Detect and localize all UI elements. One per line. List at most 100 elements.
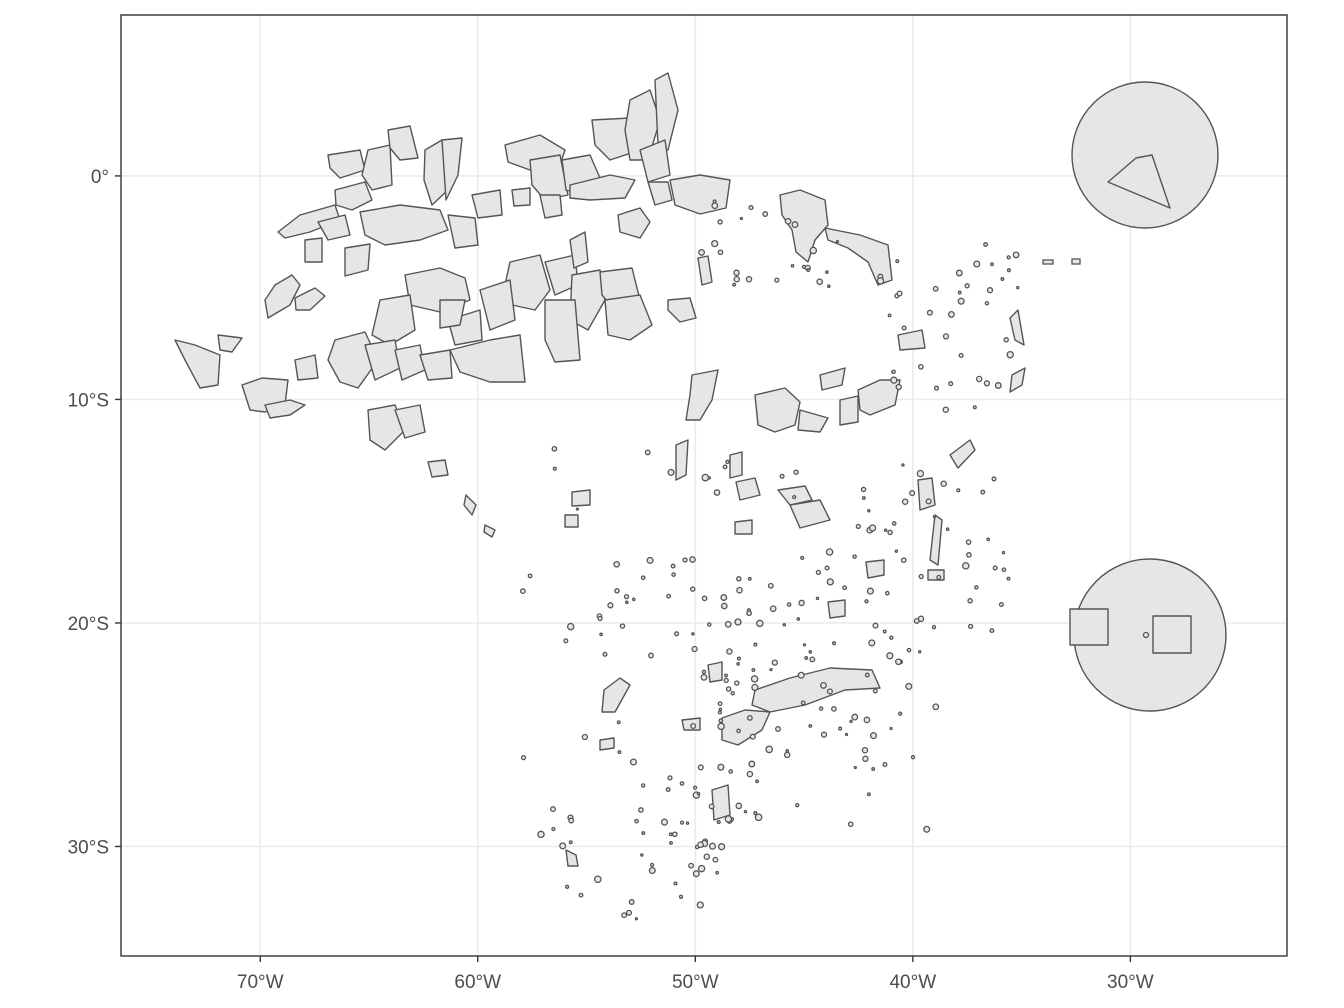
protected-area (789, 499, 831, 529)
x-tick-label: 40°W (889, 972, 936, 993)
small-protected-area (1006, 350, 1014, 359)
small-protected-area (964, 283, 970, 289)
small-protected-area (724, 815, 733, 823)
protected-area (294, 287, 326, 311)
small-protected-area (638, 807, 644, 813)
small-protected-area (551, 826, 556, 832)
small-protected-area (717, 701, 723, 707)
protected-area (1009, 367, 1026, 393)
protected-area (359, 204, 449, 246)
x-tick-label: 30°W (1107, 972, 1154, 993)
protected-area (423, 139, 449, 206)
small-protected-area (669, 840, 673, 845)
small-protected-area (668, 832, 673, 837)
small-protected-area (640, 575, 646, 581)
protected-area (1042, 259, 1054, 265)
small-protected-area (866, 587, 874, 595)
small-protected-area (707, 622, 712, 627)
small-protected-area (906, 647, 912, 653)
small-protected-area (983, 380, 991, 387)
small-protected-area (564, 884, 570, 889)
small-protected-area (900, 557, 907, 564)
small-protected-area (769, 667, 773, 672)
small-protected-area (724, 620, 732, 628)
small-protected-area (831, 706, 837, 712)
small-protected-area (703, 853, 711, 860)
small-protected-area (649, 862, 655, 868)
small-protected-area (967, 598, 973, 604)
small-protected-area (786, 602, 792, 607)
protected-area (344, 243, 371, 277)
small-protected-area (674, 631, 680, 637)
offshore-island-buffer (1071, 81, 1219, 229)
small-protected-area (688, 862, 695, 869)
small-protected-area (648, 652, 654, 659)
protected-area (264, 274, 301, 319)
small-protected-area (671, 831, 678, 838)
small-protected-area (844, 732, 849, 737)
small-protected-area (966, 552, 972, 558)
small-protected-area (720, 594, 728, 601)
protected-area (327, 149, 366, 179)
small-protected-areas (519, 199, 1020, 921)
small-protected-area (711, 239, 719, 248)
protected-area (387, 125, 419, 161)
protected-area (711, 784, 731, 821)
protected-area (427, 459, 449, 478)
protected-area (929, 514, 943, 566)
small-protected-area (994, 382, 1002, 389)
small-protected-area (962, 562, 970, 570)
small-protected-area (891, 521, 897, 526)
small-protected-area (826, 578, 834, 586)
small-protected-area (806, 268, 811, 272)
small-protected-area (732, 282, 737, 287)
small-protected-area (673, 881, 678, 886)
small-protected-area (602, 651, 608, 657)
small-protected-area (725, 459, 730, 465)
small-protected-area (790, 263, 795, 268)
small-protected-area (784, 217, 792, 225)
protected-area (264, 399, 306, 419)
small-protected-area (691, 632, 695, 636)
small-protected-area (887, 529, 893, 536)
small-protected-area (986, 287, 994, 294)
small-protected-area (619, 623, 626, 629)
protected-area (564, 514, 579, 528)
protected-area (1107, 154, 1171, 209)
small-protected-area (717, 249, 724, 256)
small-protected-area (730, 690, 735, 696)
plot-panel-border (120, 14, 1288, 957)
small-protected-area (793, 469, 799, 475)
small-protected-area (566, 622, 575, 631)
protected-area (685, 369, 719, 421)
small-protected-area (940, 480, 947, 487)
small-protected-area (947, 310, 955, 318)
small-protected-area (782, 623, 787, 627)
protected-area (565, 849, 579, 867)
small-protected-area (552, 466, 557, 471)
small-protected-area (863, 716, 871, 724)
small-protected-area (820, 681, 827, 689)
small-protected-area (640, 853, 644, 857)
small-protected-area (795, 803, 800, 808)
protected-area (441, 137, 463, 201)
protected-area (779, 189, 829, 263)
small-protected-area (942, 406, 950, 413)
x-tick-label: 60°W (454, 972, 501, 993)
protected-area (797, 409, 829, 433)
protected-area (1152, 615, 1192, 654)
protected-area (675, 439, 689, 481)
small-protected-area (890, 376, 898, 384)
small-protected-area (974, 585, 979, 590)
small-protected-area (831, 641, 837, 646)
protected-area (471, 189, 503, 219)
small-protected-area (909, 490, 916, 497)
small-protected-area (825, 548, 834, 556)
small-protected-area (765, 745, 774, 754)
small-protected-area (696, 901, 704, 909)
small-protected-area (520, 754, 527, 761)
small-protected-area (918, 363, 924, 370)
small-protected-area (685, 821, 690, 825)
protected-area (304, 237, 323, 263)
small-protected-area (575, 507, 580, 511)
